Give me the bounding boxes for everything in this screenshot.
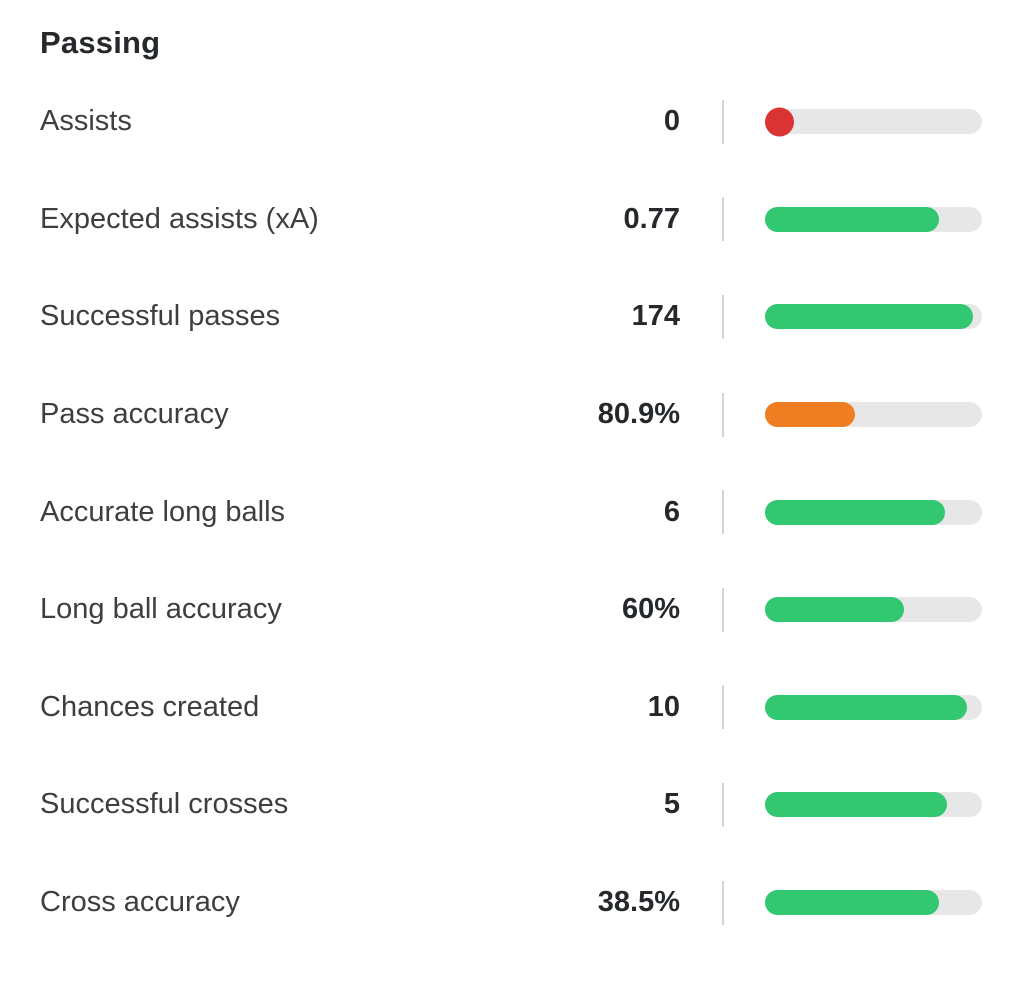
- stat-bar-fill: [765, 499, 946, 525]
- stat-divider: [722, 392, 724, 437]
- stat-bar-fill: [765, 597, 904, 623]
- stat-divider: [722, 685, 724, 730]
- stats-list: Assists 0 Expected assists (xA) 0.77 Suc…: [40, 73, 982, 951]
- stat-bar-track: [765, 597, 982, 623]
- stat-bar-fill: [765, 304, 974, 330]
- stat-bar-track: [765, 694, 982, 720]
- stat-bar-fill: [765, 890, 939, 916]
- stat-value: 6: [663, 495, 680, 528]
- stat-row: Successful passes 174: [40, 268, 982, 366]
- stat-label: Cross accuracy: [40, 886, 240, 919]
- stat-value: 0: [663, 105, 680, 138]
- stat-divider: [722, 587, 724, 632]
- stat-bar-track: [765, 206, 982, 232]
- stat-label: Pass accuracy: [40, 398, 229, 431]
- stat-bar-fill: [765, 402, 856, 428]
- stat-value: 0.77: [623, 202, 680, 235]
- stat-label: Assists: [40, 105, 132, 138]
- stat-bar-track: [765, 107, 982, 137]
- stat-row: Cross accuracy 38.5%: [40, 854, 982, 952]
- stat-label: Chances created: [40, 690, 260, 723]
- stat-value: 80.9%: [597, 398, 680, 431]
- stat-row: Chances created 10: [40, 659, 982, 757]
- stat-label: Long ball accuracy: [40, 593, 282, 626]
- stat-label: Expected assists (xA): [40, 202, 319, 235]
- stat-divider: [722, 490, 724, 535]
- stat-divider: [722, 99, 724, 144]
- stat-bar-track: [765, 792, 982, 818]
- stat-zero-dot: [765, 107, 794, 137]
- stat-divider: [722, 294, 724, 339]
- stat-bar-track: [765, 499, 982, 525]
- stat-row: Long ball accuracy 60%: [40, 561, 982, 659]
- stat-label: Successful crosses: [40, 788, 289, 821]
- stat-bar-track: [765, 402, 982, 428]
- stat-divider: [722, 197, 724, 242]
- stat-bar-track: [765, 304, 982, 330]
- stat-bar-fill: [765, 694, 967, 720]
- stat-row: Successful crosses 5: [40, 756, 982, 854]
- passing-stats-section: Passing Assists 0 Expected assists (xA) …: [40, 25, 982, 951]
- stat-label: Successful passes: [40, 300, 281, 333]
- stat-bar-fill: [765, 792, 948, 818]
- stat-label: Accurate long balls: [40, 495, 286, 528]
- stat-value: 5: [663, 788, 680, 821]
- stat-value: 174: [631, 300, 680, 333]
- stat-bar-track: [765, 890, 982, 916]
- stat-value: 10: [647, 690, 680, 723]
- stat-bar-fill: [765, 206, 939, 232]
- stat-row: Expected assists (xA) 0.77: [40, 171, 982, 269]
- stat-value: 60%: [621, 593, 680, 626]
- stat-divider: [722, 880, 724, 925]
- stat-row: Pass accuracy 80.9%: [40, 366, 982, 464]
- stat-divider: [722, 782, 724, 827]
- stat-value: 38.5%: [597, 886, 680, 919]
- section-title: Passing: [40, 25, 161, 60]
- stat-row: Accurate long balls 6: [40, 463, 982, 561]
- stat-row: Assists 0: [40, 73, 982, 171]
